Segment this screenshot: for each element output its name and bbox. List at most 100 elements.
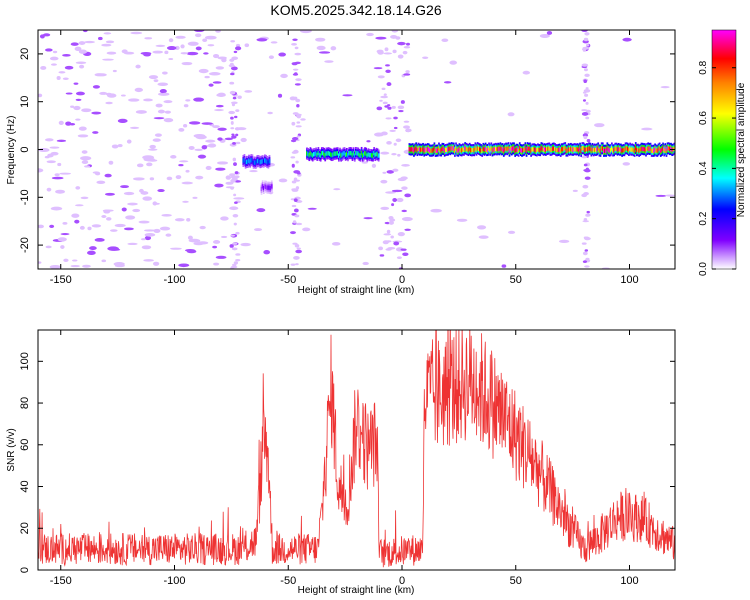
spectrogram-speckle [231, 177, 238, 181]
spectrogram-speckle [148, 75, 159, 80]
spectrogram-speckle [383, 93, 387, 96]
spectrogram-speckle [665, 194, 675, 197]
spectrogram-speckle [401, 163, 410, 167]
spectrogram-band-cell [473, 148, 476, 153]
spectrogram-band-cell [312, 152, 315, 157]
spectrogram-band-cell [642, 147, 645, 152]
spectrogram-speckle [501, 264, 507, 268]
spectrogram-band-cell [580, 148, 583, 154]
spectrogram-band-cell [563, 146, 565, 151]
spectrogram-band-cell [490, 146, 493, 151]
spectrogram-speckle [106, 51, 117, 55]
spectrogram-speckle [170, 155, 177, 159]
spectrogram-band-cell [443, 148, 446, 153]
spectrogram-x-tick-label: -100 [163, 274, 185, 286]
spectrogram-speckle [294, 46, 299, 50]
spectrogram-speckle [213, 262, 220, 266]
spectrogram-speckle [655, 194, 667, 197]
spectrogram-speckle [292, 220, 297, 224]
spectrogram-speckle [278, 52, 286, 57]
spectrogram-band-cell [335, 151, 338, 156]
spectrogram-speckle [233, 222, 237, 226]
spectrogram-speckle [376, 49, 384, 54]
spectrogram-speckle [144, 235, 152, 241]
spectrogram-band-cell [540, 145, 543, 151]
spectrogram-band-cell [325, 151, 328, 156]
spectrogram-x-tick-label: 0 [399, 274, 405, 286]
spectrogram-speckle [582, 133, 589, 138]
spectrogram-band-cell [492, 147, 495, 152]
spectrogram-band-cell [666, 146, 669, 151]
spectrogram-speckle [212, 53, 220, 59]
spectrogram-speckle [583, 218, 588, 221]
spectrogram-speckle [73, 105, 81, 111]
spectrogram-speckle [163, 118, 174, 123]
spectrogram-speckle [386, 82, 392, 87]
spectrogram-speckle [185, 99, 191, 102]
spectrogram-speckle [622, 162, 631, 166]
spectrogram-speckle [114, 223, 126, 228]
spectrogram-y-tick-label: -10 [19, 189, 31, 205]
spectrogram-speckle [165, 233, 172, 237]
spectrogram-band-cell [648, 146, 651, 152]
spectrogram-speckle [295, 222, 303, 226]
spectrogram-speckle [393, 126, 398, 130]
spectrogram-speckle [220, 235, 228, 239]
spectrogram-speckle [256, 38, 268, 42]
spectrogram-band-cell [441, 146, 444, 152]
spectrogram-band-cell [410, 147, 413, 152]
spectrogram-band-cell [438, 146, 440, 151]
spectrogram-speckle [296, 121, 301, 124]
spectrogram-speckle [582, 220, 590, 223]
spectrogram-speckle [397, 54, 404, 59]
spectrogram-band-cell [266, 185, 269, 190]
spectrogram-speckle [215, 104, 224, 108]
spectrogram-speckle [583, 88, 591, 93]
spectrogram-speckle [217, 92, 226, 97]
spectrogram-band-cell [456, 148, 459, 153]
spectrogram-band-cell [375, 151, 378, 157]
spectrogram-band-cell [370, 153, 373, 158]
spectrogram-speckle [159, 89, 167, 94]
spectrogram-speckle [584, 93, 589, 97]
spectrogram-speckle [268, 55, 274, 59]
spectrogram-speckle [581, 63, 589, 67]
spectrogram-speckle [386, 229, 391, 234]
spectrogram-band-cell [520, 147, 522, 153]
spectrogram-band-cell [631, 147, 634, 152]
spectrogram-speckle [385, 69, 391, 74]
spectrogram-speckle [132, 208, 141, 213]
spectrogram-speckle [91, 111, 102, 115]
spectrogram-band-cell [353, 153, 356, 158]
spectrogram-speckle [78, 41, 86, 45]
spectrogram-speckle [294, 83, 301, 86]
spectrogram-speckle [103, 32, 112, 35]
spectrogram-speckle [205, 139, 216, 143]
spectrogram-band-cell [657, 147, 660, 152]
spectrogram-band-cell [592, 148, 595, 153]
spectrogram-band-cell [309, 151, 312, 156]
spectrogram-band-cell [319, 153, 322, 158]
spectrogram-band-cell [460, 148, 463, 153]
spectrogram-band-cell [336, 151, 339, 156]
spectrogram-speckle [109, 229, 118, 232]
spectrogram-band-cell [314, 151, 316, 157]
spectrogram-band-cell [645, 148, 647, 153]
spectrogram-speckle [380, 151, 390, 155]
spectrogram-speckle [319, 45, 324, 50]
spectrogram-band-cell [425, 147, 428, 153]
spectrogram-band-cell [372, 153, 374, 158]
spectrogram-band-cell [418, 147, 421, 152]
spectrogram-speckle [75, 91, 85, 96]
spectrogram-band-cell [341, 152, 344, 157]
spectrogram-speckle [403, 125, 410, 129]
spectrogram-band-cell [596, 147, 598, 152]
spectrogram-band-cell [611, 146, 613, 151]
spectrogram-speckle [136, 163, 144, 168]
spectrogram-speckle [70, 42, 79, 46]
spectrogram-band-cell [618, 147, 621, 152]
spectrogram-speckle [155, 103, 163, 108]
spectrogram-speckle [187, 235, 193, 240]
spectrogram-speckle [195, 33, 202, 38]
spectrogram-band-cell [504, 147, 506, 152]
